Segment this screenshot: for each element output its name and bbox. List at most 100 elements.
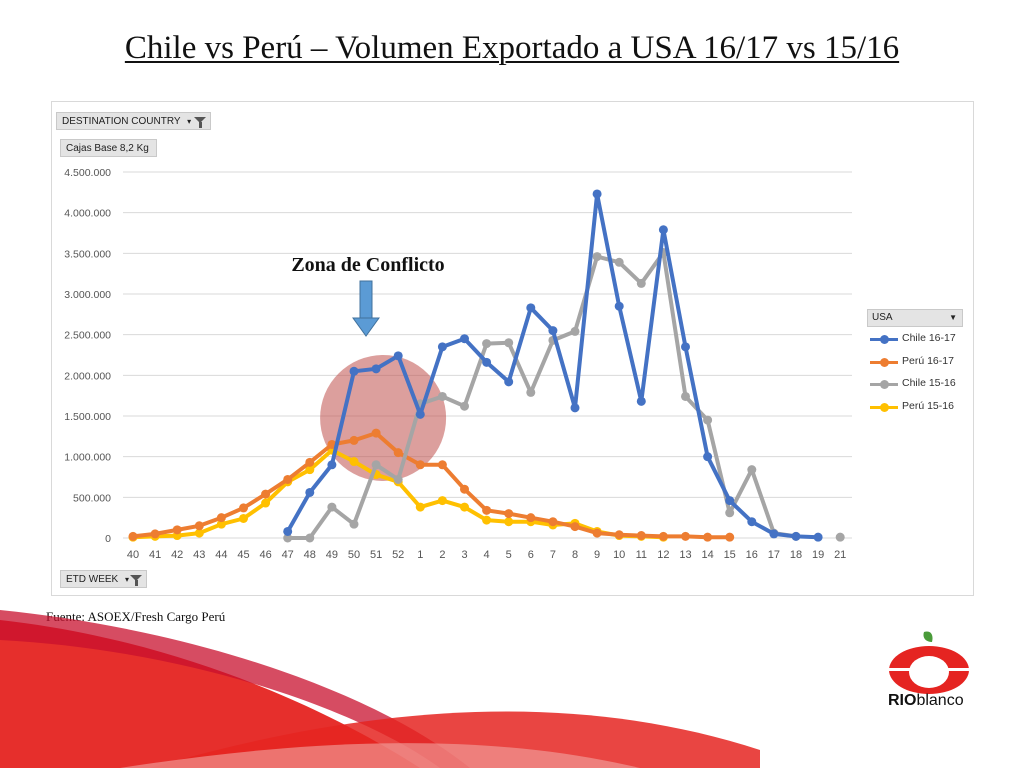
legend-marker [880, 335, 889, 344]
x-tick-label: 19 [812, 549, 824, 561]
data-point-chile-16-17 [437, 342, 447, 352]
x-tick-label: 9 [594, 549, 600, 561]
data-point-per-15-16 [261, 498, 271, 508]
x-tick-label: 21 [834, 549, 846, 561]
data-point-chile-16-17 [636, 396, 646, 406]
data-point-chile-15-16 [614, 257, 624, 267]
value-field-button[interactable]: Cajas Base 8,2 Kg [60, 139, 157, 157]
data-point-per-16-17 [460, 484, 469, 494]
data-point-chile-16-17 [548, 326, 558, 336]
y-tick-label: 500.000 [73, 492, 111, 504]
x-tick-label: 44 [215, 549, 227, 561]
x-axis-ticks: 40 41 42 43 44 45 46 47 48 49 50 51 52 1 2 3 4 5 6 7 8 9 10 11 1… [127, 549, 846, 561]
x-tick-label: 40 [127, 549, 139, 561]
decorative-swoosh [0, 610, 760, 768]
x-tick-label: 51 [370, 549, 382, 561]
x-tick-label: 15 [724, 549, 736, 561]
data-point-chile-16-17 [725, 496, 735, 506]
filter-icon [194, 117, 206, 128]
data-point-per-16-17 [658, 531, 668, 541]
chevron-down-icon: ▼ [949, 313, 957, 322]
legend-marker [880, 357, 889, 367]
rioblanco-logo [889, 631, 969, 694]
legend-marker [880, 402, 889, 412]
data-point-chile-15-16 [526, 387, 536, 397]
data-point-per-16-17 [614, 530, 624, 540]
destination-country-label: DESTINATION COUNTRY [62, 116, 181, 127]
series-chile-16-17 [283, 189, 823, 542]
data-point-chile-16-17 [791, 531, 801, 541]
data-point-chile-15-16 [371, 460, 381, 470]
x-tick-label: 1 [417, 549, 423, 561]
data-point-per-16-17 [371, 428, 381, 438]
data-point-chile-15-16 [636, 278, 646, 288]
value-field-label: Cajas Base 8,2 Kg [66, 143, 149, 154]
logo-leaf-icon [923, 631, 933, 642]
x-tick-label: 3 [461, 549, 467, 561]
data-point-chile-15-16 [592, 252, 602, 262]
data-point-chile-16-17 [482, 357, 492, 367]
data-point-per-16-17 [725, 532, 735, 542]
etd-week-filter-button[interactable]: ETD WEEK ▾ [60, 570, 147, 588]
data-point-per-16-17 [305, 457, 315, 467]
data-point-chile-15-16 [504, 338, 514, 348]
x-tick-label: 48 [304, 549, 316, 561]
data-point-chile-16-17 [658, 225, 668, 235]
series-line-per-16-17 [132, 431, 730, 540]
x-tick-label: 7 [550, 549, 556, 561]
legend-field-label: USA [872, 312, 893, 323]
data-point-per-16-17 [415, 460, 425, 470]
data-point-per-16-17 [526, 513, 536, 523]
series-lines [128, 189, 845, 543]
destination-country-filter-button[interactable]: DESTINATION COUNTRY ▾ [56, 112, 211, 130]
legend-label: Chile 15-16 [902, 377, 956, 389]
data-point-per-16-17 [216, 513, 226, 523]
data-point-chile-15-16 [703, 415, 713, 425]
data-point-per-16-17 [636, 531, 646, 541]
legend-label: Perú 16-17 [902, 354, 954, 367]
data-point-per-15-16 [194, 528, 204, 538]
x-tick-label: 41 [149, 549, 161, 561]
x-tick-label: 10 [613, 549, 625, 561]
data-point-chile-16-17 [415, 409, 425, 419]
slide-title: Chile vs Perú – Volumen Exportado a USA … [124, 30, 900, 66]
data-point-chile-16-17 [703, 452, 713, 462]
data-point-per-16-17 [548, 517, 558, 527]
x-tick-label: 46 [259, 549, 271, 561]
logo-wordmark: RIOblanco [888, 692, 964, 709]
data-point-chile-16-17 [769, 529, 779, 539]
data-point-per-16-17 [393, 448, 403, 458]
data-point-per-16-17 [570, 522, 580, 532]
x-tick-label: 52 [392, 549, 404, 561]
data-point-per-15-16 [504, 517, 514, 527]
data-point-per-16-17 [172, 525, 182, 535]
data-point-chile-15-16 [681, 391, 690, 401]
filter-icon [130, 575, 142, 586]
data-point-chile-15-16 [437, 391, 447, 401]
swoosh-dark-red [0, 610, 470, 768]
y-tick-label: 3.000.000 [64, 289, 111, 301]
data-point-per-16-17 [128, 531, 138, 541]
x-tick-label: 8 [572, 549, 578, 561]
data-point-per-15-16 [437, 496, 447, 506]
data-point-chile-15-16 [482, 339, 492, 349]
data-point-per-15-16 [305, 465, 315, 475]
data-point-chile-16-17 [592, 189, 602, 199]
x-tick-label: 11 [636, 549, 647, 561]
x-tick-label: 14 [701, 549, 713, 561]
data-point-per-16-17 [703, 532, 713, 542]
data-point-chile-16-17 [305, 487, 315, 497]
data-point-chile-15-16 [305, 533, 315, 543]
data-point-per-16-17 [482, 505, 492, 515]
legend-filter-button[interactable]: USA ▼ [867, 309, 963, 327]
dropdown-arrow-icon: ▾ [187, 117, 192, 126]
y-tick-label: 2.500.000 [64, 330, 111, 342]
data-point-chile-15-16 [747, 465, 757, 475]
y-tick-label: 1.500.000 [64, 411, 111, 423]
data-point-chile-16-17 [747, 517, 757, 527]
data-point-chile-16-17 [570, 403, 580, 413]
conflict-zone-circle [320, 355, 447, 481]
data-point-chile-16-17 [460, 334, 469, 344]
legend-marker [880, 380, 889, 389]
